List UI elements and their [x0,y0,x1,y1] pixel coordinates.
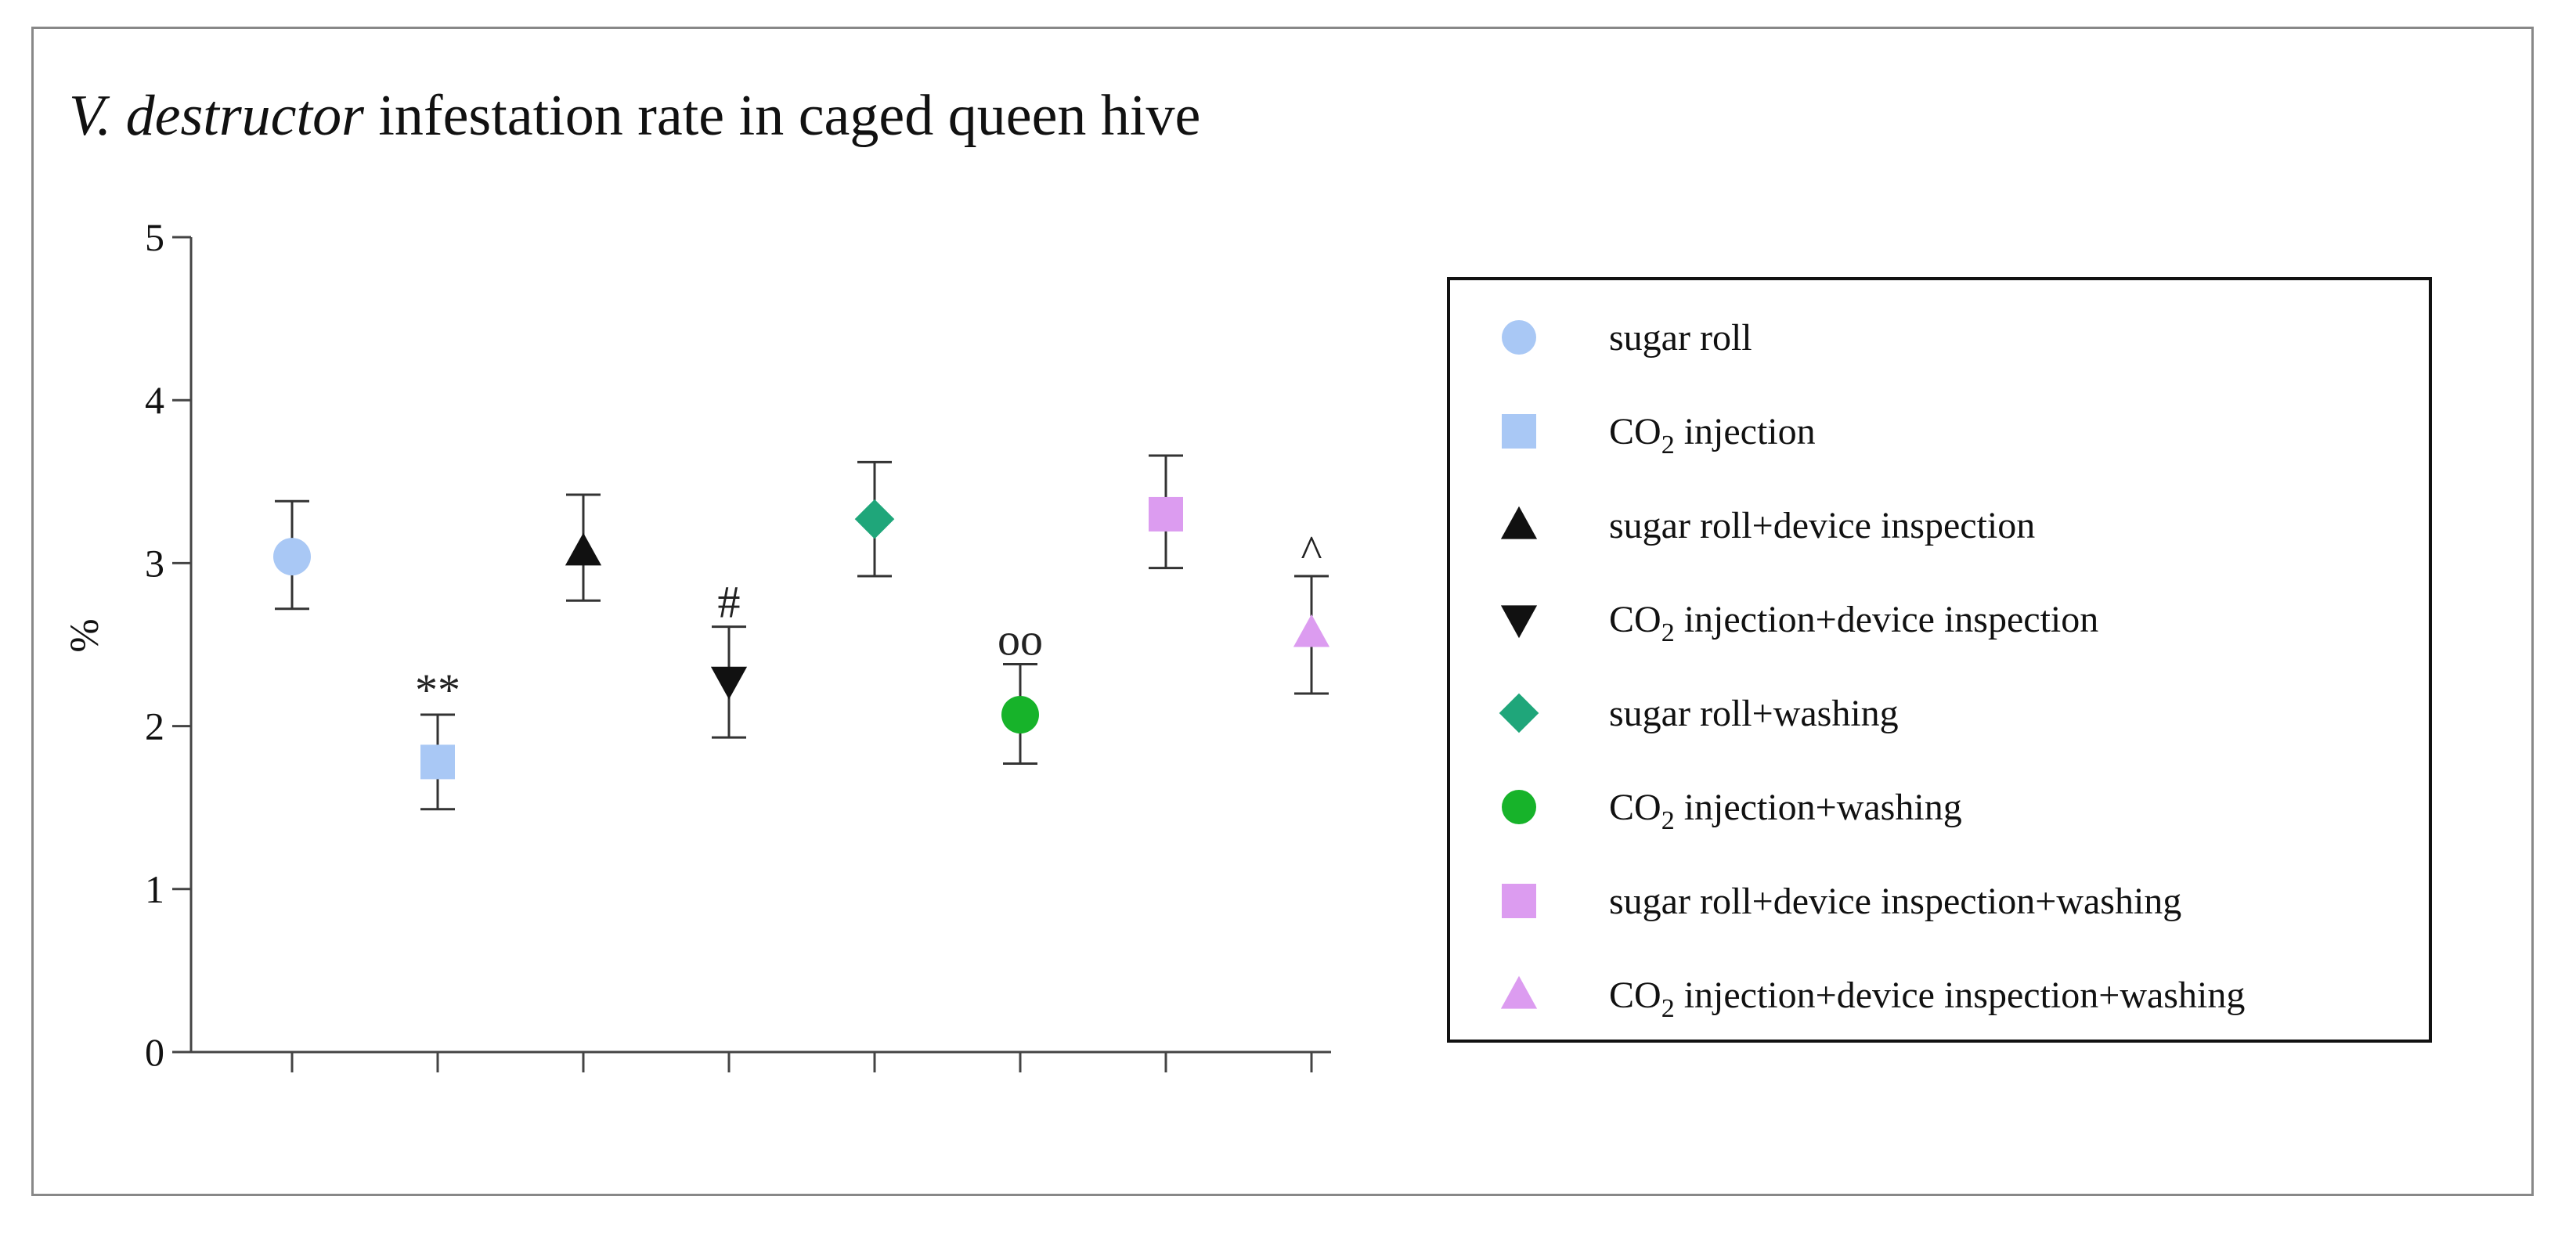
chart-title: V. destructor infestation rate in caged … [69,84,1200,148]
legend-marker [1502,790,1536,824]
data-point-group [273,499,311,611]
y-tick-label: 3 [145,541,164,585]
legend-marker [1499,693,1539,733]
y-tick-label: 0 [145,1030,164,1074]
data-marks: ** # oo ^ [273,454,1330,811]
legend-label: sugar roll+device inspection [1609,505,2035,546]
legend-label: CO2 injection+washing [1609,787,1962,835]
data-point [420,744,455,780]
legend-label-part: injection [1675,411,1816,452]
significance-annotation: oo [998,614,1043,665]
data-point-group [1149,454,1183,570]
y-tick-label: 1 [145,867,164,911]
data-point-group [565,493,602,602]
data-point [1293,614,1330,647]
legend-label: sugar roll [1609,317,1752,359]
legend-label-part: injection+washing [1675,787,1962,828]
legend-item: sugar roll+device inspection [1500,505,2035,546]
legend-marker [1502,884,1536,918]
data-point-group: # [710,577,748,739]
data-point [1001,696,1039,734]
y-tick-label: 5 [145,215,164,259]
legend-item: CO2 injection+device inspection [1500,599,2098,647]
axes: 0 1 2 3 4 5 [145,215,1331,1074]
legend-label-part: CO [1609,787,1661,828]
legend-item: CO2 injection [1502,411,1816,459]
data-point [273,538,311,576]
legend-label-subscript: 2 [1661,431,1675,459]
significance-annotation: ^ [1301,526,1322,577]
legend-item: CO2 injection+device inspection+washing [1500,975,2245,1023]
data-point-group: ^ [1293,526,1330,695]
data-point-group: oo [998,614,1043,765]
chart-title-italic: V. destructor [69,84,365,148]
legend-label-part: CO [1609,599,1661,640]
legend-label-part: sugar roll+washing [1609,693,1899,734]
legend-label-part: CO [1609,975,1661,1016]
legend-label: CO2 injection+device inspection+washing [1609,975,2245,1023]
legend-marker [1500,605,1538,639]
legend-label-subscript: 2 [1661,618,1675,647]
data-point [565,532,602,566]
legend-label-part: sugar roll+device inspection [1609,505,2035,546]
legend-item: CO2 injection+washing [1502,787,1962,835]
legend-item: sugar roll+device inspection+washing [1502,881,2181,922]
data-point [854,499,895,539]
legend-item: sugar roll+washing [1499,693,1899,734]
legend-label-subscript: 2 [1661,994,1675,1023]
legend-label-part: sugar roll+device inspection+washing [1609,881,2181,922]
legend-box [1447,277,2432,1043]
y-axis-label: % [63,618,107,652]
legend-label-part: CO [1609,411,1661,452]
legend-label-part: injection+device inspection+washing [1675,975,2246,1016]
legend-label: CO2 injection+device inspection [1609,599,2098,647]
significance-annotation: # [718,577,741,628]
y-tick-label: 4 [145,378,164,422]
data-point-group [854,460,895,578]
legend-marker [1502,320,1536,355]
data-point [1149,496,1183,532]
legend-label: CO2 injection [1609,411,1816,459]
data-point-group: ** [415,665,460,811]
legend-label-part: sugar roll [1609,317,1752,359]
legend-label: sugar roll+device inspection+washing [1609,881,2181,922]
legend-marker [1500,506,1538,539]
significance-annotation: ** [415,665,460,715]
legend-label-subscript: 2 [1661,806,1675,835]
y-tick-label: 2 [145,704,164,748]
legend-item: sugar roll [1502,317,1752,359]
legend-label-part: injection+device inspection [1675,599,2099,640]
legend-marker [1502,414,1536,449]
legend-label: sugar roll+washing [1609,693,1899,734]
legend-marker [1500,975,1538,1009]
data-point [710,666,748,700]
chart-title-rest: infestation rate in caged queen hive [364,84,1200,148]
